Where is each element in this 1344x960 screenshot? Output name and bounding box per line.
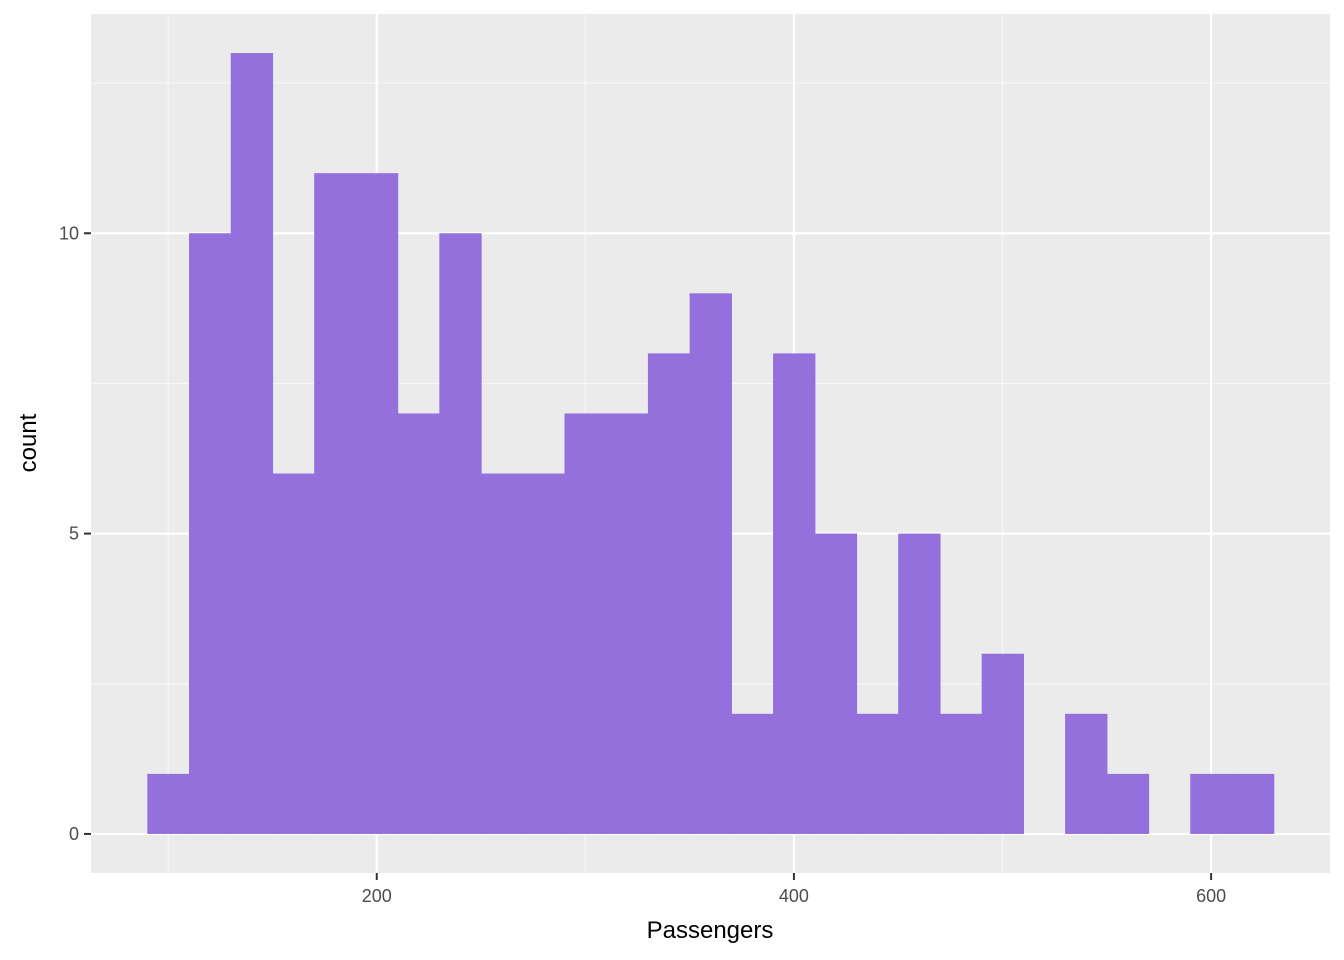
histogram-bar [147,773,190,834]
histogram-bar [856,713,899,834]
histogram-bar [481,473,524,834]
histogram-bar [814,533,858,834]
x-axis-title: Passengers [647,917,774,944]
histogram-bar [1190,773,1233,834]
histogram-bar [689,293,732,834]
histogram-bar [898,533,941,834]
histogram-bar [439,233,482,834]
histogram-bar [355,173,399,834]
histogram-bar [1231,773,1275,834]
x-tick-label: 200 [362,886,392,906]
histogram-bar [981,653,1024,834]
y-tick-label: 0 [69,824,79,844]
histogram-bar [773,353,816,834]
histogram-bar [1106,773,1150,834]
histogram-bar [189,233,232,834]
histogram-bar [314,173,357,834]
histogram-bar [1065,713,1108,834]
histogram-bar [272,473,315,834]
y-axis-title: count [15,413,42,472]
x-tick-label: 400 [779,886,809,906]
y-tick-label: 5 [69,524,79,544]
x-tick-label: 600 [1196,886,1226,906]
histogram-bar [939,713,983,834]
x-axis: 200 400 600 [362,873,1226,906]
y-axis: 0 5 10 [59,223,91,844]
histogram-bar [731,713,774,834]
histogram-bar [522,473,566,834]
histogram-bar [647,353,691,834]
histogram-bar [606,413,649,834]
histogram-bar [230,53,274,834]
histogram-bars [147,53,1275,834]
y-tick-label: 10 [59,223,79,243]
histogram-bar [397,413,440,834]
histogram-bar [564,413,607,834]
